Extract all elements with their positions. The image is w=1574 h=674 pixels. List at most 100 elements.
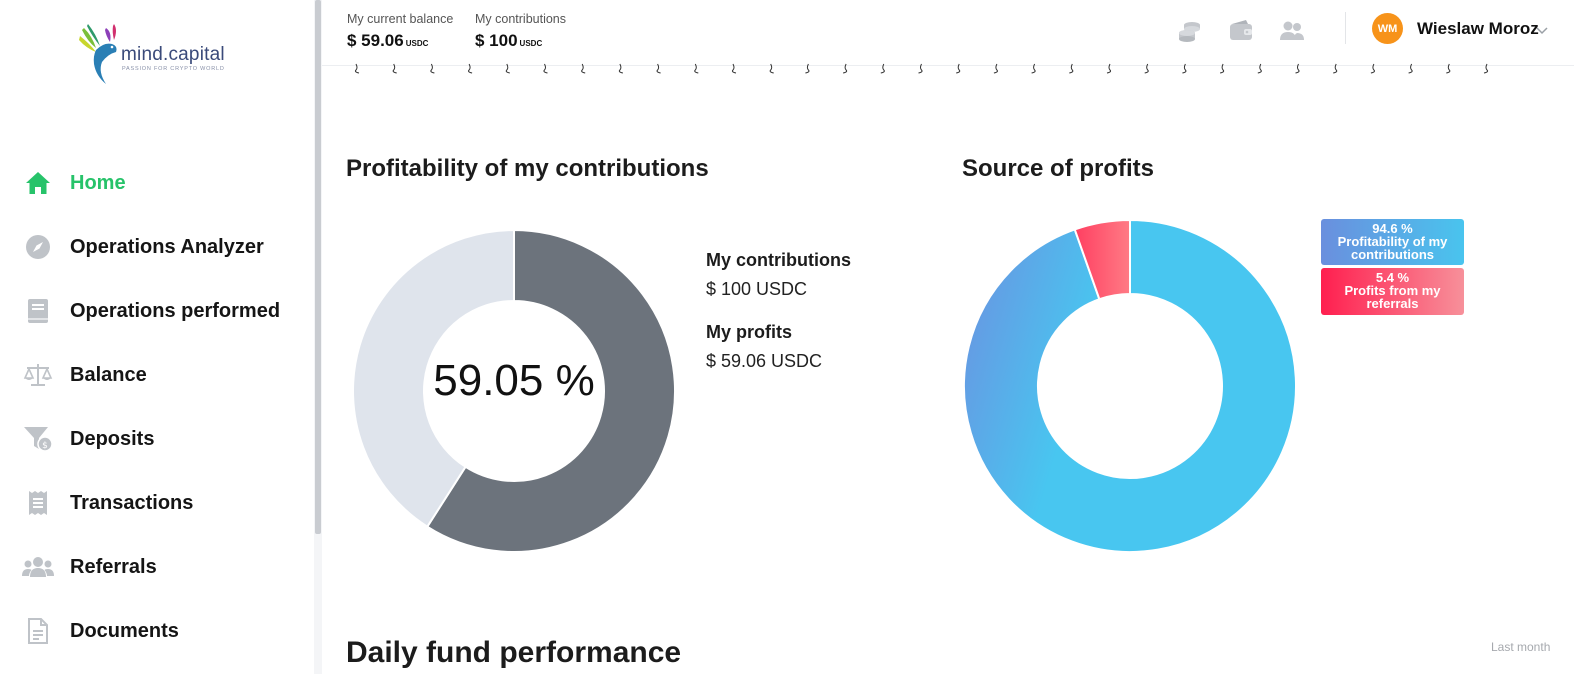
sources-donut-chart bbox=[963, 218, 1297, 553]
cut-tick-glyph bbox=[1069, 63, 1074, 74]
cut-tick-glyph bbox=[468, 63, 473, 74]
sidebar: mind.capital PASSION FOR CRYPTO WORLD Ho… bbox=[0, 0, 314, 674]
daily-performance-title: Daily fund performance bbox=[346, 636, 682, 669]
sidebar-item-home[interactable]: Home bbox=[22, 163, 126, 203]
cut-tick-glyph bbox=[805, 63, 810, 74]
book-icon bbox=[22, 295, 54, 327]
users-group-icon[interactable] bbox=[1279, 18, 1305, 44]
funnel-dollar-icon: $ bbox=[22, 423, 54, 455]
cut-tick-glyph bbox=[1370, 63, 1375, 74]
cut-tick-glyph bbox=[1295, 63, 1300, 74]
cut-tick-glyph bbox=[880, 63, 885, 74]
cut-tick-glyph bbox=[618, 63, 624, 74]
slice-contributions[interactable] bbox=[963, 218, 1297, 553]
cut-tick-glyph bbox=[993, 63, 998, 74]
cut-tick-glyph bbox=[1408, 63, 1413, 74]
slice-my-profits[interactable] bbox=[425, 228, 676, 553]
legend-contributions-value: $ 100 USDC bbox=[706, 279, 808, 299]
chart-tick-strip bbox=[354, 63, 1489, 74]
current-balance-amount: $ 59.06 bbox=[347, 31, 404, 50]
cut-tick-glyph bbox=[543, 63, 548, 74]
cut-tick-glyph bbox=[1333, 63, 1338, 74]
sidebar-item-deposits[interactable]: $ Deposits bbox=[22, 419, 154, 459]
wallet-icon[interactable] bbox=[1228, 18, 1254, 44]
sidebar-item-label: Home bbox=[70, 171, 126, 194]
compass-icon bbox=[22, 231, 54, 263]
cut-tick-glyph bbox=[694, 63, 699, 74]
sidebar-item-label: Balance bbox=[70, 363, 147, 386]
badge-contributions: 94.6 % Profitability of my contributions bbox=[1321, 219, 1464, 265]
profitability-donut-chart bbox=[352, 228, 676, 553]
legend-profits-label: My profits bbox=[706, 322, 793, 342]
sidebar-scrollbar[interactable] bbox=[315, 0, 321, 534]
sidebar-item-operations-performed[interactable]: Operations performed bbox=[22, 291, 280, 331]
brand-name: mind.capital bbox=[121, 44, 225, 65]
sidebar-item-balance[interactable]: Balance bbox=[22, 355, 147, 395]
home-icon bbox=[22, 167, 54, 199]
cut-tick-glyph bbox=[769, 63, 774, 74]
range-selector[interactable]: Last month bbox=[1491, 640, 1551, 654]
sidebar-item-label: Deposits bbox=[70, 427, 155, 450]
cut-tick-glyph bbox=[1144, 63, 1149, 74]
cut-tick-glyph bbox=[656, 63, 661, 74]
badge-referrals-pct: 5.4 % bbox=[1375, 270, 1410, 285]
contributions-amount: $ 100 bbox=[475, 31, 518, 50]
contributions-legend: My contributions $ 100 USDC bbox=[706, 250, 851, 300]
sidebar-item-label: Operations Analyzer bbox=[70, 235, 264, 258]
cut-tick-glyph bbox=[1182, 63, 1187, 74]
contributions-stat: My contributions $ 100 USDC bbox=[475, 12, 566, 51]
profitability-percentage: 59.05 % bbox=[433, 356, 595, 405]
brand-tagline: PASSION FOR CRYPTO WORLD bbox=[122, 66, 225, 72]
slice-remaining[interactable] bbox=[352, 228, 515, 529]
contributions-unit: USDC bbox=[519, 39, 543, 48]
avatar[interactable]: WM bbox=[1372, 13, 1403, 44]
cut-tick-glyph bbox=[354, 63, 360, 74]
cut-tick-glyph bbox=[842, 63, 848, 74]
top-bar: My current balance $ 59.06 USDC My contri… bbox=[322, 0, 1574, 66]
badge-referrals: 5.4 % Profits from my referrals bbox=[1321, 268, 1464, 315]
cut-tick-glyph bbox=[1106, 63, 1112, 74]
sidebar-item-label: Referrals bbox=[70, 555, 157, 578]
sidebar-item-operations-analyzer[interactable]: Operations Analyzer bbox=[22, 227, 264, 267]
cut-tick-glyph bbox=[956, 63, 961, 74]
cut-tick-glyph bbox=[505, 63, 510, 74]
current-balance-unit: USDC bbox=[405, 39, 429, 48]
header-separator bbox=[1345, 12, 1346, 44]
sidebar-item-documents[interactable]: Documents bbox=[22, 611, 179, 651]
cut-tick-glyph bbox=[731, 63, 737, 74]
scale-icon bbox=[22, 359, 54, 391]
badge-contributions-label: Profitability of my contributions bbox=[1337, 234, 1448, 262]
cut-tick-glyph bbox=[581, 63, 586, 74]
contributions-label: My contributions bbox=[475, 12, 567, 26]
legend-contributions-label: My contributions bbox=[706, 250, 851, 270]
document-icon bbox=[22, 615, 54, 647]
slice-referrals[interactable] bbox=[1073, 218, 1131, 301]
badge-referrals-label: Profits from my referrals bbox=[1344, 283, 1441, 311]
coins-icon[interactable] bbox=[1177, 18, 1203, 44]
sidebar-item-transactions[interactable]: Transactions bbox=[22, 483, 193, 523]
receipt-icon bbox=[22, 487, 54, 519]
current-balance-stat: My current balance $ 59.06 USDC bbox=[347, 12, 453, 51]
legend-profits-value: $ 59.06 USDC bbox=[706, 351, 823, 371]
cut-tick-glyph bbox=[430, 63, 435, 74]
brand-logo[interactable]: mind.capital PASSION FOR CRYPTO WORLD bbox=[78, 22, 228, 86]
current-balance-label: My current balance bbox=[347, 12, 454, 26]
hummingbird-logo-icon bbox=[79, 24, 117, 84]
sidebar-item-label: Documents bbox=[70, 619, 179, 642]
current-balance-value: $ 59.06 USDC bbox=[347, 31, 453, 51]
user-name[interactable]: Wieslaw Moroz bbox=[1417, 19, 1539, 38]
sidebar-item-label: Operations performed bbox=[70, 299, 281, 322]
profits-legend: My profits $ 59.06 USDC bbox=[706, 322, 822, 372]
cut-tick-glyph bbox=[918, 63, 923, 74]
chevron-down-icon[interactable] bbox=[1534, 22, 1550, 38]
cut-tick-glyph bbox=[1031, 63, 1036, 74]
contributions-value: $ 100 USDC bbox=[475, 31, 566, 51]
cut-tick-glyph bbox=[1446, 63, 1451, 74]
users-icon bbox=[22, 551, 54, 583]
badge-contributions-pct: 94.6 % bbox=[1372, 221, 1413, 236]
cut-tick-glyph bbox=[1483, 63, 1489, 74]
sidebar-item-label: Transactions bbox=[70, 491, 194, 514]
cut-tick-glyph bbox=[392, 63, 397, 74]
sidebar-item-referrals[interactable]: Referrals bbox=[22, 547, 157, 587]
profitability-title: Profitability of my contributions bbox=[346, 155, 709, 182]
